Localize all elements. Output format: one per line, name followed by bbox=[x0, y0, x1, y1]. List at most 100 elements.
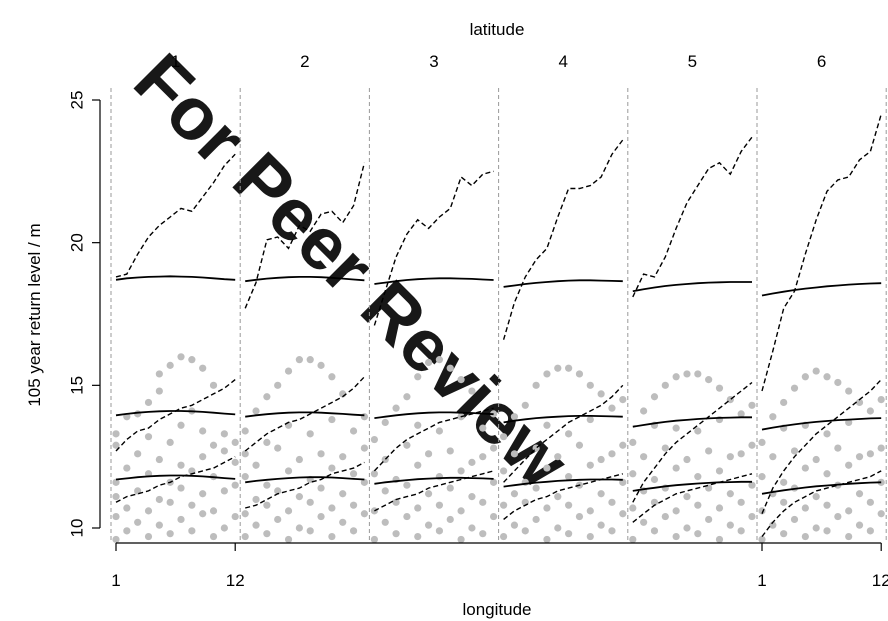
data-point bbox=[866, 450, 874, 458]
data-point bbox=[650, 393, 659, 401]
data-point bbox=[543, 370, 551, 378]
dashed-line-mid bbox=[503, 384, 624, 483]
solid-line-top bbox=[632, 281, 752, 293]
data-point bbox=[877, 510, 885, 518]
data-point bbox=[565, 530, 573, 538]
data-point bbox=[543, 535, 551, 544]
data-point bbox=[543, 421, 551, 429]
data-point bbox=[177, 353, 185, 361]
data-point bbox=[565, 501, 573, 509]
dashed-line-mid bbox=[115, 379, 236, 452]
panel-3: 3 bbox=[368, 52, 498, 544]
data-point bbox=[284, 535, 293, 544]
data-point bbox=[683, 455, 691, 464]
data-point bbox=[510, 521, 519, 529]
data-point bbox=[650, 475, 659, 484]
data-point bbox=[586, 507, 594, 515]
data-point bbox=[284, 467, 293, 475]
data-point bbox=[220, 524, 228, 532]
data-point bbox=[608, 450, 616, 458]
data-point bbox=[823, 430, 831, 438]
data-point bbox=[424, 490, 433, 498]
data-point bbox=[672, 532, 680, 541]
data-point bbox=[112, 430, 120, 438]
data-point bbox=[241, 532, 249, 541]
data-point bbox=[597, 455, 605, 464]
data-point bbox=[112, 441, 120, 449]
solid-line-mid bbox=[374, 411, 494, 419]
data-point bbox=[328, 464, 336, 472]
data-point bbox=[306, 356, 314, 364]
data-point bbox=[435, 501, 444, 509]
x-tick-label: 1 bbox=[111, 571, 120, 590]
data-point bbox=[812, 455, 820, 464]
data-point bbox=[144, 433, 153, 441]
data-point bbox=[252, 521, 260, 529]
data-point bbox=[446, 515, 454, 524]
data-point bbox=[188, 356, 196, 364]
data-point bbox=[748, 401, 756, 409]
data-point bbox=[619, 441, 627, 449]
data-point bbox=[737, 410, 745, 418]
data-point bbox=[274, 487, 282, 495]
data-point bbox=[845, 507, 853, 515]
data-point bbox=[780, 398, 788, 407]
data-point bbox=[543, 464, 551, 472]
latitude-label: 4 bbox=[558, 52, 567, 71]
data-point bbox=[295, 493, 303, 501]
data-point bbox=[629, 535, 637, 544]
data-point bbox=[650, 527, 659, 535]
latitude-label: 6 bbox=[817, 52, 826, 71]
dashed-line-top bbox=[502, 139, 624, 340]
data-point bbox=[737, 450, 745, 458]
data-point bbox=[490, 478, 498, 486]
data-point bbox=[629, 470, 637, 478]
data-point bbox=[683, 524, 691, 532]
data-point bbox=[263, 393, 271, 401]
data-point bbox=[661, 444, 669, 452]
data-point bbox=[586, 461, 594, 469]
data-point bbox=[155, 387, 163, 395]
data-point bbox=[392, 498, 400, 506]
data-point bbox=[414, 421, 422, 429]
data-point bbox=[112, 478, 120, 486]
data-point bbox=[500, 467, 508, 475]
data-point bbox=[144, 398, 153, 407]
data-point bbox=[661, 512, 669, 521]
data-point bbox=[597, 521, 605, 529]
data-point bbox=[306, 527, 314, 535]
data-point bbox=[640, 518, 648, 526]
panel-4: 4 bbox=[498, 52, 627, 544]
data-point bbox=[188, 501, 196, 509]
data-point bbox=[543, 504, 551, 512]
data-point bbox=[295, 356, 303, 364]
data-point bbox=[199, 364, 207, 372]
data-point bbox=[629, 438, 637, 446]
x-axis-label: longitude bbox=[462, 600, 531, 619]
data-point bbox=[370, 470, 378, 478]
data-point bbox=[834, 444, 842, 452]
data-point bbox=[284, 367, 293, 375]
data-point bbox=[123, 527, 131, 535]
data-point bbox=[737, 527, 745, 535]
data-point bbox=[801, 464, 809, 472]
data-point bbox=[608, 404, 616, 412]
data-point bbox=[166, 361, 174, 369]
data-point bbox=[199, 453, 207, 461]
data-point bbox=[360, 478, 368, 486]
data-point bbox=[479, 498, 487, 506]
data-point bbox=[705, 376, 713, 384]
data-point bbox=[715, 535, 724, 544]
data-point bbox=[705, 447, 713, 455]
data-point bbox=[801, 532, 809, 541]
data-point bbox=[468, 458, 476, 466]
data-point bbox=[790, 447, 799, 455]
data-point bbox=[855, 398, 864, 407]
data-point bbox=[199, 427, 207, 435]
data-point bbox=[672, 424, 680, 432]
data-point bbox=[252, 461, 260, 469]
data-point bbox=[274, 381, 282, 389]
dashed-line-low bbox=[632, 473, 753, 523]
data-point bbox=[565, 364, 573, 372]
